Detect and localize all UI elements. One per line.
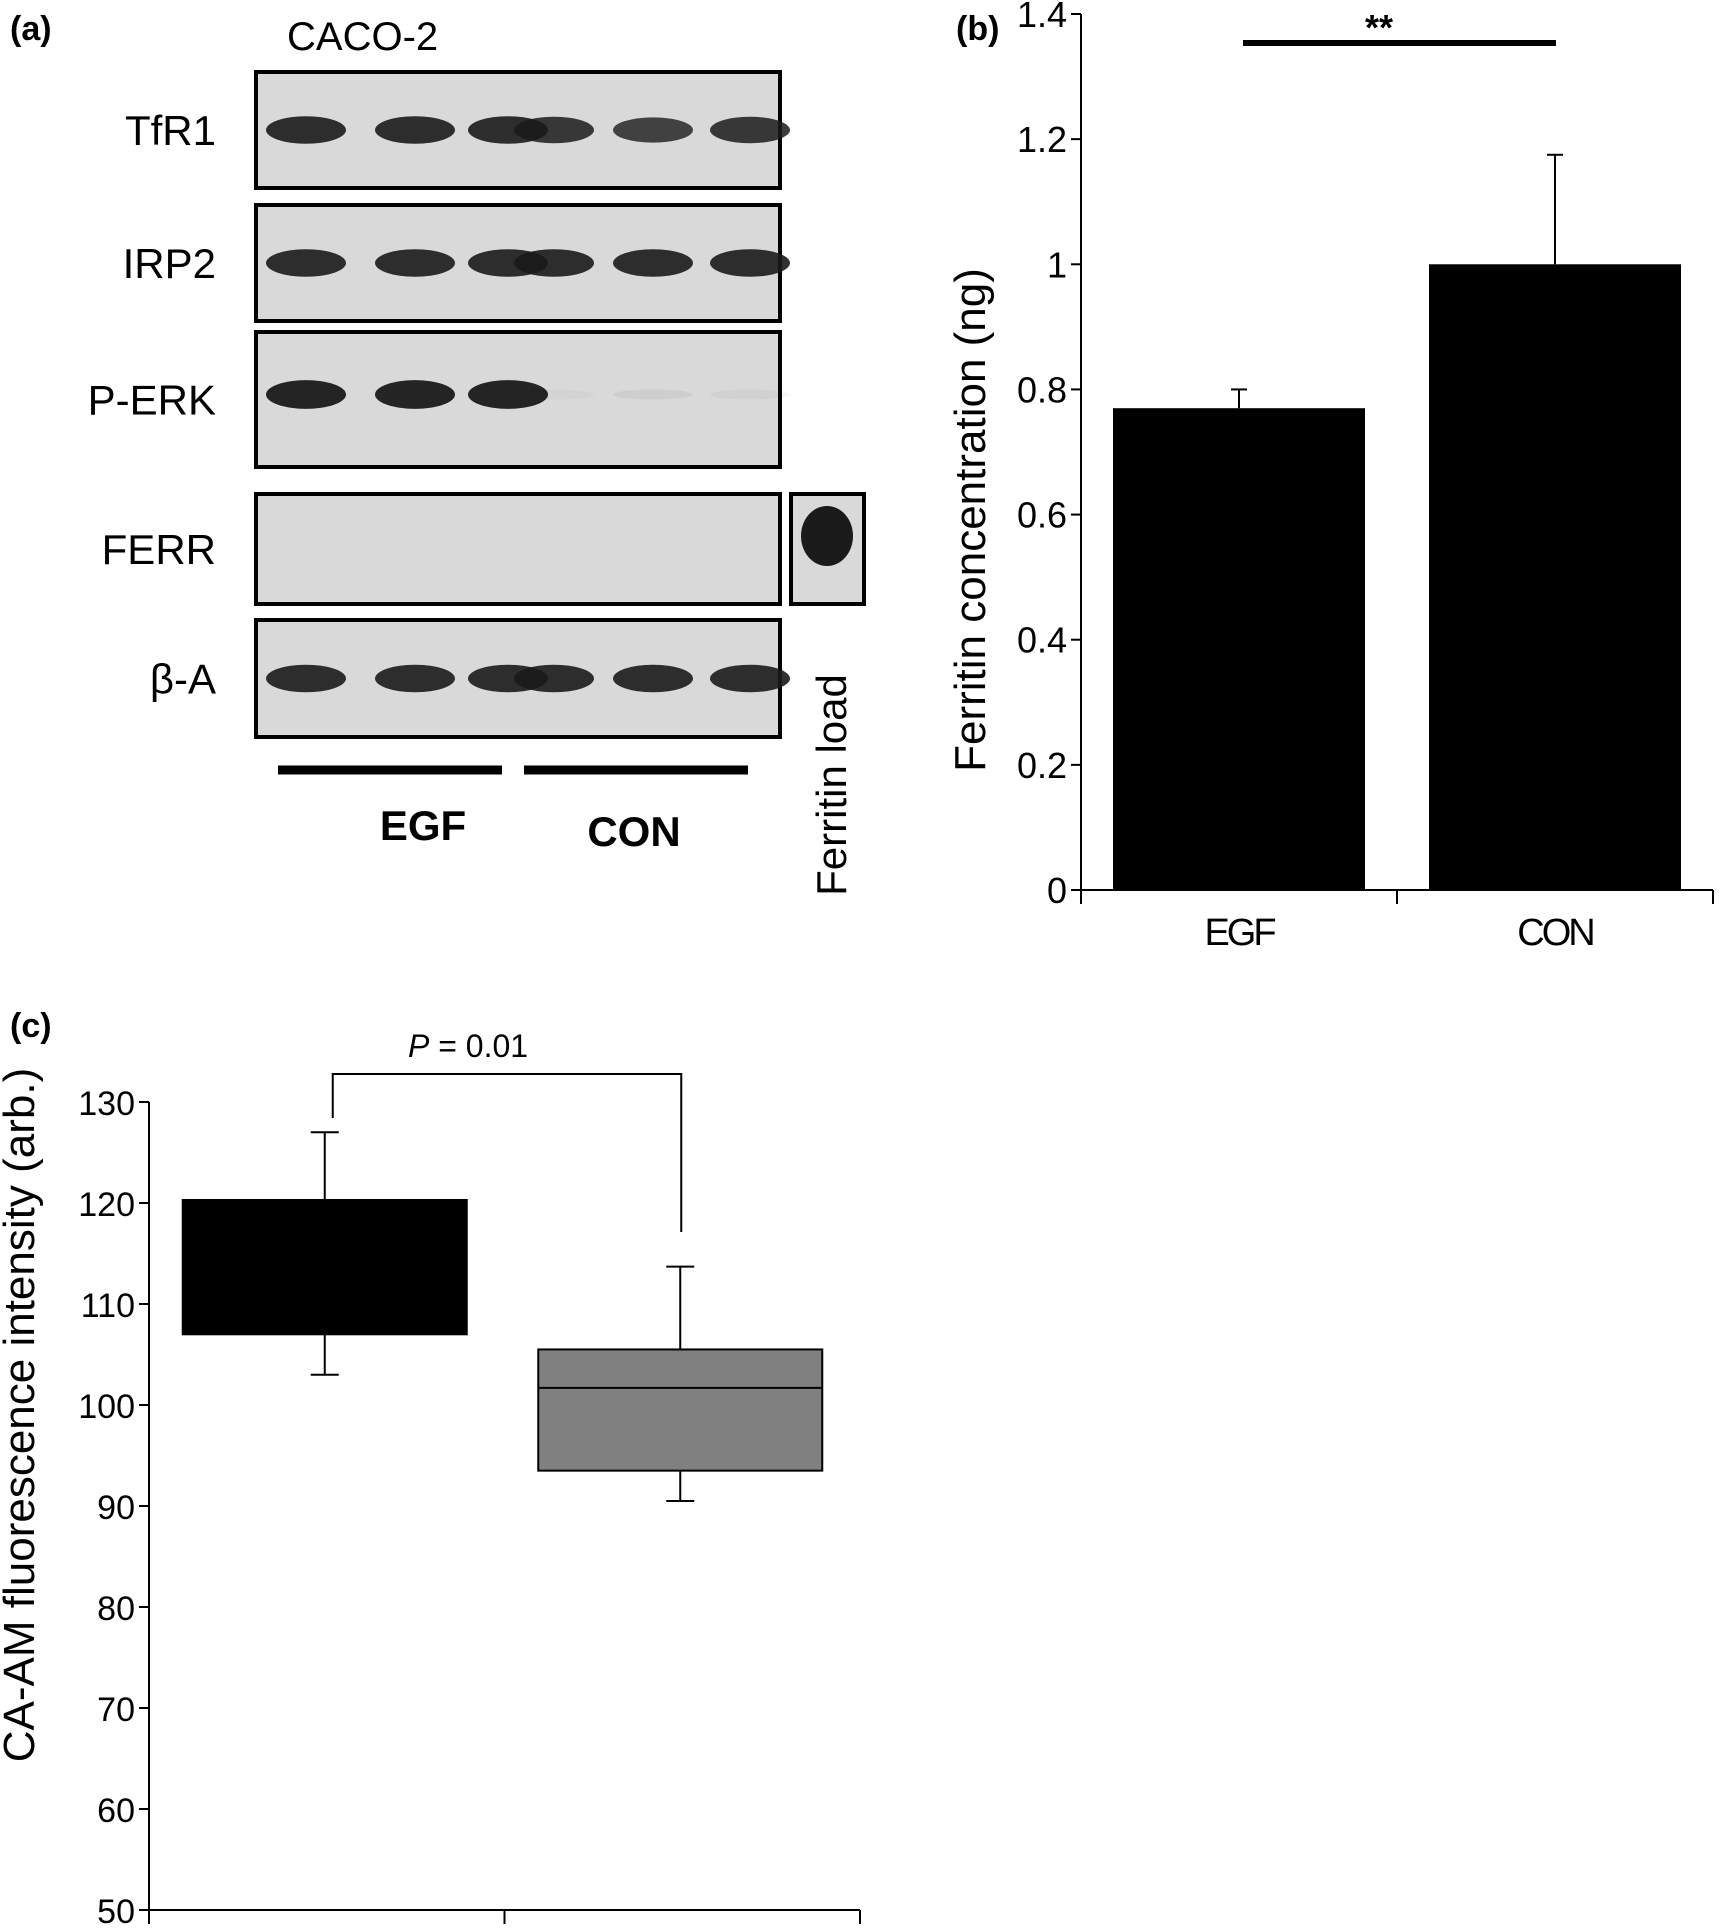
c-x-tick-label: EGF [293, 1926, 358, 1932]
blot-row-label: FERR [102, 526, 216, 573]
panel-b-label: (b) [956, 10, 999, 48]
blot-band [613, 664, 693, 693]
c-y-tick-label: 70 [97, 1691, 135, 1729]
b-significance-stars: ** [1365, 7, 1393, 48]
blot-band [613, 389, 693, 400]
b-y-tick-label: 0.8 [1017, 369, 1067, 410]
blot-band [266, 116, 346, 144]
ferritin-load-label: Ferritin load [808, 674, 855, 896]
c-y-tick-label: 60 [97, 1792, 135, 1830]
con-group-label: CON [587, 808, 680, 855]
b-y-tick-label: 0.4 [1017, 620, 1067, 661]
blot-band [375, 380, 455, 409]
c-significance-bracket [331, 1073, 683, 1232]
c-y-tick-label: 50 [97, 1893, 135, 1931]
c-box-body [537, 1348, 824, 1472]
b-y-axis-label: Ferritin concentration (ng) [946, 268, 995, 772]
c-p-symbol: P [408, 1028, 430, 1064]
b-marks: ** [1113, 7, 1681, 890]
c-y-tick-label: 100 [78, 1388, 135, 1426]
blot-band [710, 664, 790, 693]
blot-band [514, 249, 594, 277]
c-y-tick-label: 90 [97, 1489, 135, 1527]
blot-row-label: IRP2 [123, 240, 216, 287]
c-y-tick-label: 130 [78, 1085, 135, 1123]
blot-band [375, 116, 455, 144]
egf-group-label: EGF [380, 802, 466, 849]
c-marks [181, 1073, 824, 1502]
blot-band [613, 249, 693, 277]
b-y-tick-label: 1.4 [1017, 0, 1067, 35]
b-y-tick-label: 1 [1047, 244, 1067, 285]
blot-row-label: TfR1 [125, 107, 216, 154]
blot-band [613, 117, 693, 143]
blot-row-p-erk: P-ERK [88, 330, 790, 469]
panel-c-box-plot: (c) 50 60 70 80 90 100 110 120 130 EGF CON CA-AM f… [0, 1007, 861, 1932]
c-y-tick-label: 110 [81, 1287, 135, 1325]
ferritin-load-band [801, 506, 853, 566]
blot-band [514, 116, 594, 144]
c-box-body [181, 1198, 468, 1336]
b-bar-egf [1113, 408, 1365, 890]
panel-a-label: (a) [10, 10, 52, 48]
blot-band [514, 390, 594, 400]
blot-band [710, 389, 790, 400]
blot-band [710, 249, 790, 277]
c-p-value: = 0.01 [429, 1028, 528, 1064]
b-y-tick-label: 0.2 [1017, 745, 1067, 786]
b-y-tick-label: 0 [1047, 870, 1067, 911]
blot-band [375, 249, 455, 277]
cell-line-label: CACO-2 [287, 15, 438, 59]
c-p-value-annotation: P = 0.01 [408, 1028, 528, 1064]
blot-row-label: β-A [150, 656, 216, 703]
c-box-con [537, 1265, 824, 1502]
blot-band [710, 116, 790, 144]
blot-row-a: β-A [150, 618, 790, 739]
blot-band [266, 380, 346, 409]
blot-rows: TfR1 IRP2 P-ERK FERR β-A [88, 70, 866, 739]
c-box-egf [181, 1131, 468, 1376]
blot-band [514, 664, 594, 693]
blot-row-label: P-ERK [88, 377, 216, 424]
c-y-tick-label: 120 [78, 1186, 135, 1224]
panel-c-label: (c) [10, 1007, 52, 1045]
blot-row-ferr: FERR [102, 492, 866, 606]
c-axes: 50 60 70 80 90 100 110 120 130 EGF CON [78, 1085, 861, 1932]
blot-band [375, 664, 455, 693]
b-x-tick-label: CON [1517, 912, 1593, 954]
c-y-axis-label: CA-AM fluorescence intensity (arb.) [0, 1068, 44, 1762]
b-x-tick-label: EGF [1204, 912, 1275, 954]
blot-band [468, 380, 548, 409]
blot-row-tfr1: TfR1 [125, 70, 790, 190]
b-bar-con [1429, 264, 1681, 890]
b-y-tick-label: 0.6 [1017, 495, 1067, 536]
b-axes: 0 0.2 0.4 0.6 0.8 1 1.2 1.4 EGF CON [1017, 0, 1714, 954]
blot-band [266, 249, 346, 277]
c-x-tick-label: CON [645, 1926, 715, 1932]
blot-membrane [254, 492, 782, 606]
c-y-tick-label: 80 [97, 1590, 135, 1628]
blot-row-irp2: IRP2 [123, 203, 790, 323]
b-y-tick-label: 1.2 [1017, 119, 1067, 160]
blot-band [266, 664, 346, 693]
panel-b-bar-chart: (b) 0 0.2 0.4 0.6 0.8 1 1.2 1.4 EGF CON ** Ferrit… [946, 0, 1714, 954]
